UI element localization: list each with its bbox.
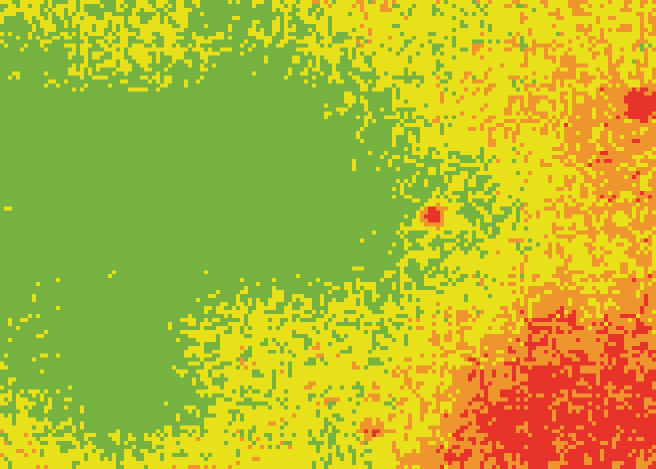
raster-heatmap-canvas [0,0,656,469]
raster-map-viewport [0,0,656,469]
